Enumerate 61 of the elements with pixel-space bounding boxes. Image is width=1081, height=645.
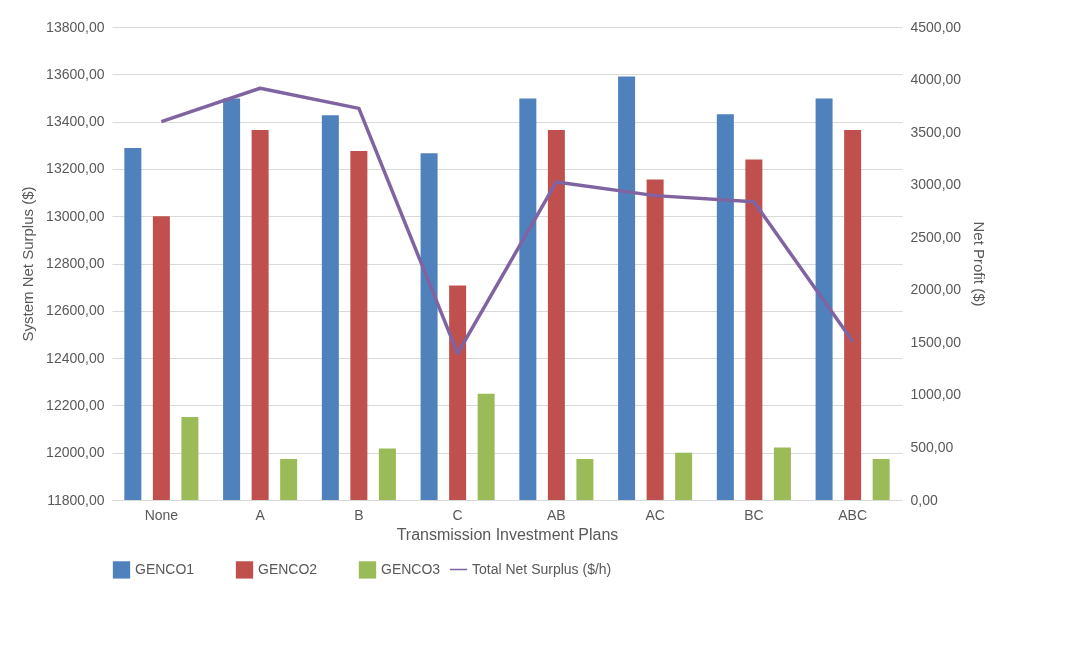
bar [280, 459, 298, 500]
bar [477, 393, 495, 500]
line-series [159, 86, 855, 356]
bar [321, 115, 339, 500]
legend-label: Total Net Surplus ($/h) [472, 560, 612, 577]
bar [773, 447, 791, 500]
x-tick-label: None [144, 506, 179, 523]
legend-label: GENCO1 [135, 560, 195, 577]
bar [124, 147, 142, 500]
y2-tick-label: 3500,00 [910, 123, 962, 140]
bar [449, 285, 467, 500]
x-axis-title: Transmission Investment Plans [396, 525, 619, 543]
legend-label: GENCO2 [258, 560, 318, 577]
x-tick-label: AC [645, 506, 665, 523]
y-tick-label: 12400,00 [46, 349, 105, 366]
y-tick-label: 12200,00 [46, 396, 105, 413]
x-tick-label: A [255, 506, 266, 523]
bar [576, 459, 594, 500]
y-tick-label: 11800,00 [47, 491, 105, 508]
bar [420, 153, 438, 500]
y2-tick-label: 1000,00 [910, 386, 962, 403]
bar [547, 130, 565, 500]
y-tick-label: 13000,00 [46, 207, 105, 224]
bar [675, 452, 693, 500]
x-tick-label: AB [547, 506, 566, 523]
x-tick-label: BC [744, 506, 764, 523]
y-tick-label: 13600,00 [46, 65, 105, 82]
y-tick-label: 13200,00 [46, 160, 105, 177]
bar [152, 216, 170, 500]
legend-label: GENCO3 [381, 560, 441, 577]
y2-tick-label: 0,00 [910, 491, 938, 508]
bar [844, 130, 862, 500]
y2-tick-label: 500,00 [910, 438, 954, 455]
y-tick-label: 13800,00 [46, 18, 105, 35]
bar [519, 98, 537, 500]
bar [223, 98, 241, 500]
y2-tick-label: 1500,00 [910, 333, 962, 350]
bar [618, 76, 636, 500]
bar [378, 448, 396, 500]
y2-tick-label: 3000,00 [910, 176, 962, 193]
y2-tick-label: 2500,00 [910, 228, 962, 245]
bar [350, 151, 368, 500]
y-tick-label: 12800,00 [46, 255, 105, 271]
y-tick-label: 12000,00 [46, 444, 105, 461]
bar [745, 159, 763, 500]
y2-tick-label: 4000,00 [910, 71, 962, 88]
bar [181, 416, 199, 500]
y2-axis-title: Net Profit ($) [971, 221, 989, 307]
y-tick-label: 13400,00 [46, 113, 105, 130]
bar [872, 459, 890, 500]
bar [815, 98, 833, 500]
x-tick-label: C [452, 506, 463, 523]
bar [251, 130, 269, 500]
y-tick-label: 12600,00 [46, 302, 105, 319]
x-tick-label: ABC [838, 506, 868, 523]
y2-tick-label: 4500,00 [910, 18, 962, 35]
x-tick-label: B [354, 506, 364, 523]
bar [716, 114, 734, 500]
bar [646, 179, 664, 500]
y-axis-title: System Net Surplus ($) [19, 186, 37, 342]
y2-tick-label: 2000,00 [910, 281, 962, 298]
